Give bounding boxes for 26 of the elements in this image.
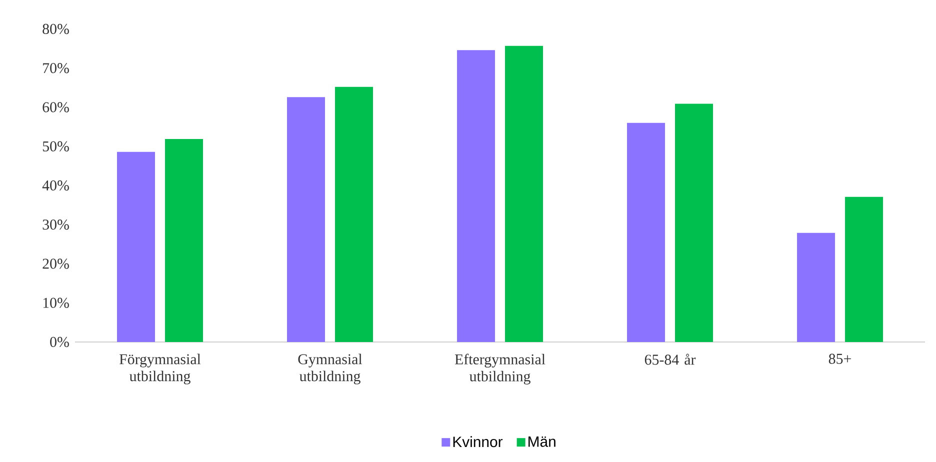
bar (335, 86, 374, 342)
y-tick-label: 70% (43, 63, 69, 74)
bar (165, 138, 204, 342)
bar (287, 97, 326, 342)
legend-label: Kvinnor (453, 436, 503, 448)
x-tick-label: Gymnasial utbildning (298, 354, 362, 384)
bar (627, 122, 666, 342)
x-tick-label: Förgymnasial utbildning (119, 354, 201, 384)
y-tick-label: 10% (43, 298, 69, 308)
y-tick-label: 80% (42, 24, 69, 34)
x-tick-label: 65-84 år (644, 354, 696, 365)
bar (117, 152, 156, 342)
x-tick-label: Eftergymnasial utbildning (454, 354, 546, 384)
bar (797, 232, 836, 342)
bar (457, 50, 496, 342)
y-tick-label: 30% (42, 220, 69, 230)
y-tick-label: 20% (42, 258, 69, 269)
y-tick-label: 50% (42, 141, 69, 152)
y-tick-label: 60% (42, 102, 69, 112)
bar (505, 46, 544, 342)
y-tick-label: 40% (42, 180, 69, 191)
legend-label: Män (528, 436, 556, 447)
x-tick-label: 85+ (828, 354, 851, 364)
y-tick-label: 0% (50, 336, 69, 348)
bar (845, 196, 884, 342)
bar (675, 104, 714, 342)
